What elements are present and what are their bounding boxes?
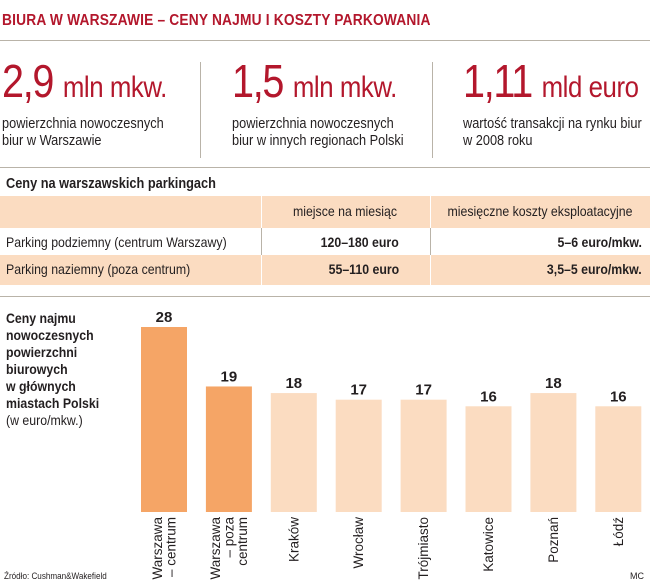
chart-label: Ceny najmu nowoczesnych powierzchni biur… [6, 310, 99, 429]
tick-label: Katowice [481, 517, 496, 572]
bar-6 [530, 393, 577, 512]
bar-4 [400, 399, 447, 512]
tick-label: Warszawa [150, 517, 165, 580]
title-divider [0, 40, 650, 41]
section-divider [0, 296, 650, 297]
column-divider [430, 255, 431, 285]
row-price: 120–180 euro [320, 234, 399, 250]
header-cost: miesięczne koszty eksploatacyjne [447, 203, 633, 219]
chart-label-line: powierzchni [6, 344, 78, 360]
row-price: 55–110 euro [328, 261, 399, 277]
bar-3 [335, 399, 382, 512]
data-label: 18 [285, 375, 302, 392]
bar-2 [270, 393, 317, 512]
chart-label-line: w głównych [6, 378, 76, 394]
column-divider [261, 228, 262, 255]
chart-label-line: Ceny najmu [6, 310, 76, 326]
data-label: 28 [156, 309, 173, 326]
stat-transactions: 1,11 mld euro wartość transakcji na rynk… [463, 58, 650, 150]
data-label: 17 [415, 382, 432, 399]
category-label: Warszawa– centrum [150, 517, 179, 580]
data-label: 16 [480, 388, 497, 405]
stat-warsaw-area: 2,9 mln mkw. powierzchnia nowoczesnych bi… [2, 58, 194, 150]
chart-label-line: nowoczesnych [6, 327, 94, 343]
stat-value: 1,11 mld euro [463, 55, 639, 107]
bar-5 [465, 406, 512, 512]
tick-label: Poznań [546, 517, 561, 563]
credit-note: MC [630, 571, 644, 581]
stat-regions-area: 1,5 mln mkw. powierzchnia nowoczesnych bi… [232, 58, 427, 150]
category-label: Wrocław [351, 517, 366, 569]
row-name: Parking naziemny (poza centrum) [6, 261, 191, 277]
data-label: 17 [350, 382, 367, 399]
data-label: 18 [545, 375, 562, 392]
stat-value: 2,9 mln mkw. [2, 55, 167, 107]
parking-table-title: Ceny na warszawskich parkingach [6, 176, 216, 192]
row-cost: 3,5–5 euro/mkw. [547, 261, 642, 277]
category-label: Kraków [286, 517, 301, 562]
tick-label: Warszawa [208, 517, 223, 580]
tick-label: – poza [221, 517, 236, 558]
bar-7 [595, 406, 642, 512]
data-label: 16 [610, 388, 627, 405]
stat-description: powierzchnia nowoczesnych biur w innych r… [232, 116, 404, 149]
chart-unit-label: (w euro/mkw.) [6, 412, 83, 428]
table-row [0, 255, 650, 285]
tick-label: Kraków [286, 517, 301, 562]
section-divider [0, 167, 650, 168]
column-divider [430, 196, 431, 228]
column-divider [430, 228, 431, 255]
category-label: Trójmiasto [416, 517, 431, 580]
bar-1 [205, 386, 252, 512]
category-label: Poznań [546, 517, 561, 563]
column-divider [261, 255, 262, 285]
data-label: 19 [221, 368, 238, 385]
row-name: Parking podziemny (centrum Warszawy) [6, 234, 227, 250]
stat-description: powierzchnia nowoczesnych biur w Warszawi… [2, 116, 164, 149]
tick-label: – centrum [163, 517, 178, 577]
header-price: miejsce na miesiąc [292, 203, 398, 219]
tick-label: Trójmiasto [416, 517, 431, 580]
stat-description: wartość transakcji na rynku biur w 2008 r… [463, 116, 642, 149]
category-label: Łódź [611, 517, 626, 547]
chart-label-line: biurowych [6, 361, 68, 377]
bar-0 [141, 327, 187, 512]
column-divider [261, 196, 262, 228]
stat-divider [432, 62, 433, 158]
row-cost: 5–6 euro/mkw. [557, 234, 642, 250]
tick-label: centrum [235, 517, 250, 566]
tick-label: Łódź [611, 517, 626, 547]
stat-divider [200, 62, 201, 158]
source-note: Źródło: Cushman&Wakefield [4, 571, 107, 581]
tick-label: Wrocław [351, 517, 366, 569]
category-label: Katowice [481, 517, 496, 572]
page-title: BIURA W WARSZAWIE – CENY NAJMU I KOSZTY … [2, 12, 431, 29]
chart-label-line: miastach Polski [6, 395, 100, 411]
table-header-row [0, 196, 650, 228]
stat-value: 1,5 mln mkw. [232, 55, 397, 107]
